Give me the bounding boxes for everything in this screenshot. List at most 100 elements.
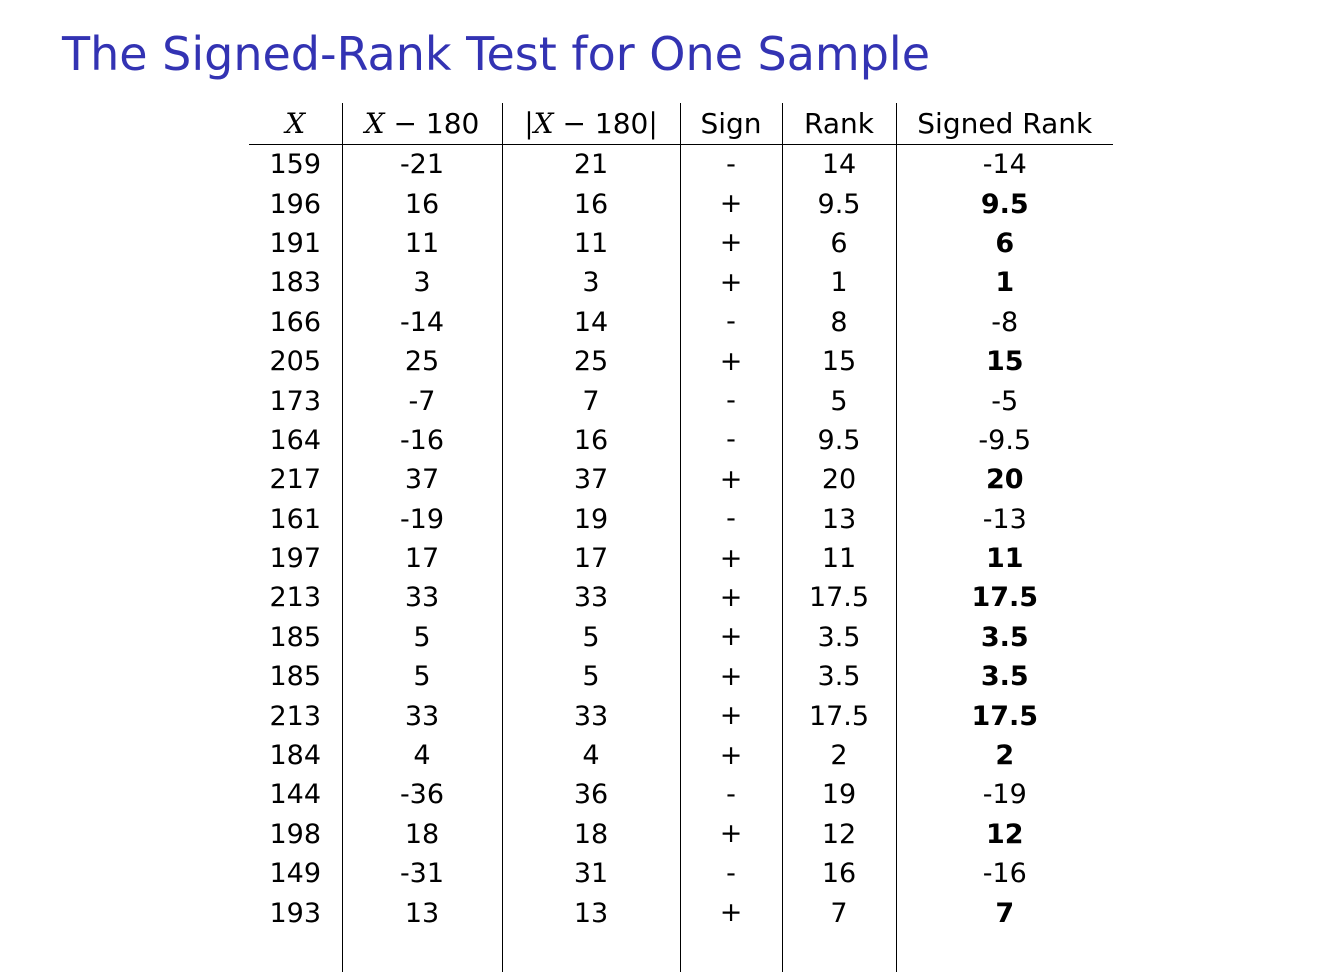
cell-signed-rank: -9.5	[896, 421, 1113, 460]
cell-absolute-difference: 25	[502, 342, 680, 381]
cell-rank: 13	[782, 500, 896, 539]
cell-absolute-difference: 37	[502, 460, 680, 499]
cell-sign: -	[680, 854, 782, 893]
cell-absolute-difference: 3	[502, 263, 680, 302]
cell-sign: -	[680, 775, 782, 814]
cell-rank: 15	[782, 342, 896, 381]
spacer-cell	[896, 933, 1113, 972]
spacer-cell	[782, 933, 896, 972]
cell-difference: 3	[342, 263, 502, 302]
cell-sign: -	[680, 500, 782, 539]
cell-x: 149	[249, 854, 342, 893]
header-diff-operator: −	[394, 107, 417, 140]
cell-rank: 17.5	[782, 696, 896, 735]
header-rank: Rank	[782, 103, 896, 145]
cell-rank: 2	[782, 736, 896, 775]
cell-rank: 9.5	[782, 184, 896, 223]
cell-signed-rank: 20	[896, 460, 1113, 499]
header-signed-rank: Signed Rank	[896, 103, 1113, 145]
cell-absolute-difference: 36	[502, 775, 680, 814]
cell-difference: 4	[342, 736, 502, 775]
cell-x: 193	[249, 893, 342, 932]
cell-rank: 3.5	[782, 618, 896, 657]
signed-rank-table: X X − 180 |X − 180| Sign Rank Signed Ran…	[249, 103, 1113, 972]
cell-sign: +	[680, 696, 782, 735]
header-abs-var: X	[534, 107, 554, 140]
cell-sign: +	[680, 184, 782, 223]
cell-difference: 13	[342, 893, 502, 932]
cell-sign: +	[680, 578, 782, 617]
cell-difference: 5	[342, 618, 502, 657]
header-abs-operator: −	[563, 107, 586, 140]
spacer-cell	[502, 933, 680, 972]
cell-x: 213	[249, 578, 342, 617]
cell-absolute-difference: 5	[502, 618, 680, 657]
cell-difference: -19	[342, 500, 502, 539]
cell-x: 185	[249, 657, 342, 696]
header-sign: Sign	[680, 103, 782, 145]
cell-signed-rank: 11	[896, 539, 1113, 578]
header-difference: X − 180	[342, 103, 502, 145]
cell-x: 183	[249, 263, 342, 302]
cell-difference: 37	[342, 460, 502, 499]
cell-rank: 16	[782, 854, 896, 893]
cell-x: 166	[249, 303, 342, 342]
spacer-cell	[680, 933, 782, 972]
cell-x: 191	[249, 224, 342, 263]
cell-x: 173	[249, 381, 342, 420]
cell-absolute-difference: 17	[502, 539, 680, 578]
cell-absolute-difference: 18	[502, 815, 680, 854]
spacer-cell	[249, 933, 342, 972]
cell-absolute-difference: 33	[502, 578, 680, 617]
cell-rank: 19	[782, 775, 896, 814]
cell-sign: +	[680, 342, 782, 381]
table-bottom-spacer	[249, 933, 1113, 972]
cell-signed-rank: -16	[896, 854, 1113, 893]
cell-rank: 6	[782, 224, 896, 263]
cell-rank: 3.5	[782, 657, 896, 696]
cell-absolute-difference: 19	[502, 500, 680, 539]
cell-x: 213	[249, 696, 342, 735]
header-x: X	[249, 103, 342, 145]
cell-rank: 12	[782, 815, 896, 854]
cell-rank: 11	[782, 539, 896, 578]
cell-difference: 17	[342, 539, 502, 578]
cell-rank: 5	[782, 381, 896, 420]
cell-absolute-difference: 16	[502, 184, 680, 223]
cell-difference: -31	[342, 854, 502, 893]
cell-signed-rank: -13	[896, 500, 1113, 539]
cell-sign: +	[680, 736, 782, 775]
cell-x: 217	[249, 460, 342, 499]
cell-signed-rank: 9.5	[896, 184, 1113, 223]
cell-absolute-difference: 31	[502, 854, 680, 893]
cell-signed-rank: -8	[896, 303, 1113, 342]
cell-absolute-difference: 13	[502, 893, 680, 932]
header-abs-bar-left: |	[524, 107, 533, 140]
cell-difference: -14	[342, 303, 502, 342]
header-x-var: X	[285, 107, 305, 140]
cell-difference: -21	[342, 145, 502, 185]
cell-signed-rank: 17.5	[896, 578, 1113, 617]
cell-signed-rank: 1	[896, 263, 1113, 302]
cell-difference: -16	[342, 421, 502, 460]
header-absolute-difference: |X − 180|	[502, 103, 680, 145]
cell-signed-rank: -5	[896, 381, 1113, 420]
cell-difference: 5	[342, 657, 502, 696]
cell-difference: 33	[342, 578, 502, 617]
cell-difference: -36	[342, 775, 502, 814]
